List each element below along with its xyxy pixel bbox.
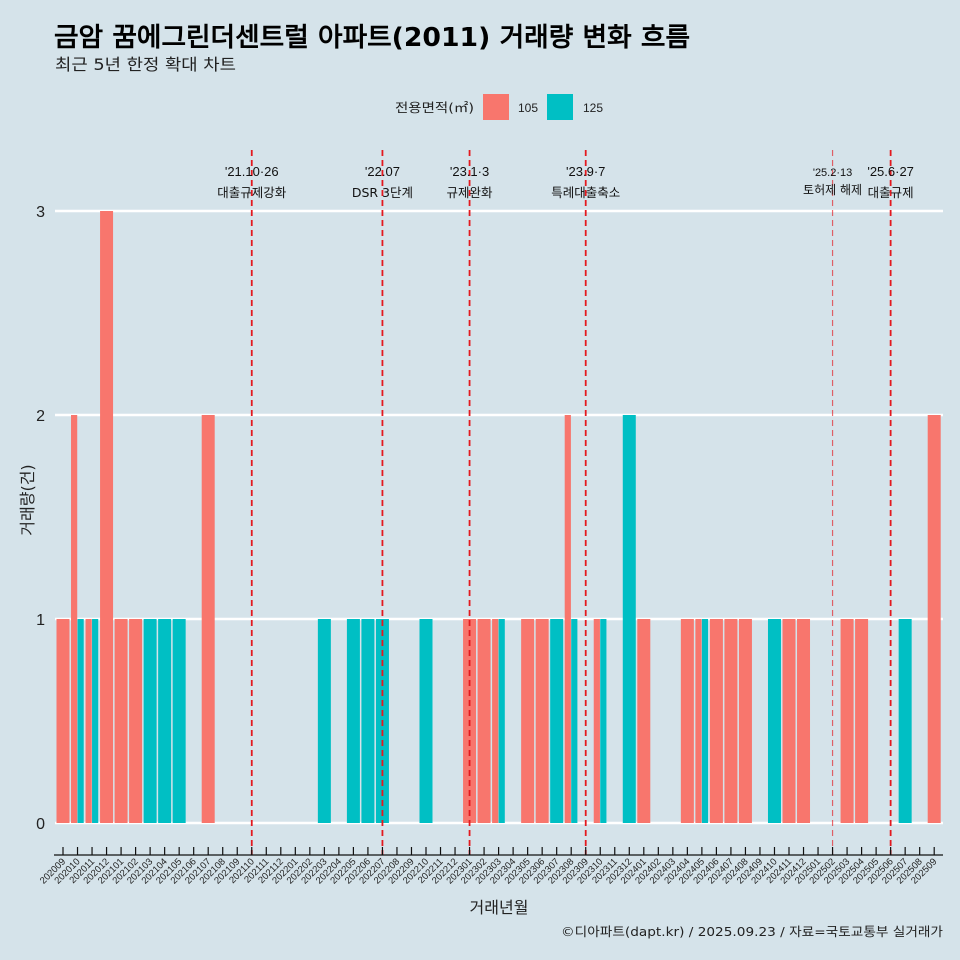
- bar-105-202011: [85, 619, 92, 823]
- event-label: 대출규제강화: [217, 185, 287, 200]
- event-date-label: '22.07: [365, 164, 400, 179]
- legend-label-125: 125: [583, 101, 603, 115]
- legend-label-105: 105: [518, 101, 538, 115]
- chart-title: 금암 꿈에그린더센트럴 아파트(2011) 거래량 변화 흐름: [54, 23, 690, 53]
- bar-125-202104: [158, 619, 172, 823]
- bar-105-202411: [782, 619, 796, 823]
- bar-105-202010: [71, 415, 78, 823]
- bar-105-202504: [855, 619, 869, 823]
- event-label: 특례대출축소: [551, 185, 620, 200]
- bar-105-202405: [695, 619, 702, 823]
- bar-105-202308: [564, 415, 571, 823]
- event-date-label: '25.2·13: [813, 167, 852, 179]
- bar-125-202203: [317, 619, 331, 823]
- bar-105-202102: [129, 619, 143, 823]
- bar-125-202010: [77, 619, 84, 823]
- y-tick-label: 1: [36, 612, 45, 629]
- bar-125-202310: [600, 619, 607, 823]
- legend-key-125: [547, 94, 573, 120]
- caption: ©디아파트(dapt.kr) / 2025.09.23 / 자료=국토교통부 실…: [561, 924, 944, 939]
- event-date-label: '23.1·3: [450, 164, 489, 179]
- x-axis: 2020092020102020112020122021012021022021…: [38, 847, 943, 887]
- y-tick-label: 3: [36, 204, 45, 221]
- legend: 전용면적(㎡) 105 125: [395, 94, 603, 120]
- bar-125-202210: [419, 619, 433, 823]
- event-date-label: '23.9·7: [566, 164, 605, 179]
- y-tick-label: 2: [36, 408, 45, 425]
- bar-125-202206: [361, 619, 375, 823]
- bar-105-202401: [637, 619, 651, 823]
- event-label: 규제완화: [447, 185, 494, 200]
- bar-125-202105: [172, 619, 186, 823]
- bar-125-202308: [571, 619, 578, 823]
- bar-105-202503: [840, 619, 854, 823]
- bar-105-202310: [593, 619, 600, 823]
- event-label: 대출규제: [868, 185, 914, 200]
- bar-125-202103: [143, 619, 157, 823]
- event-label: 토허제 해제: [803, 183, 862, 197]
- event-date-label: '25.6·27: [867, 164, 914, 179]
- legend-key-105: [483, 94, 509, 120]
- event-lines: '21.10·26 대출규제강화 '22.07 DSR 3단계 '23.1·3 규제완화 '…: [217, 150, 914, 855]
- bar-105-202101: [114, 619, 128, 823]
- bar-125-202410: [767, 619, 781, 823]
- bar-125-202307: [550, 619, 564, 823]
- chart-subtitle: 최근 5년 한정 확대 차트: [55, 55, 236, 74]
- bar-105-202012: [100, 211, 114, 823]
- event-label: DSR 3단계: [352, 185, 413, 200]
- bar-105-202404: [680, 619, 694, 823]
- bar-105-202412: [797, 619, 811, 823]
- bar-105-202306: [535, 619, 549, 823]
- bar-105-202407: [724, 619, 738, 823]
- bar-105-202408: [738, 619, 752, 823]
- bar-105-202107: [201, 415, 215, 823]
- bar-125-202303: [498, 619, 505, 823]
- y-axis-title: 거래량(건): [18, 464, 37, 535]
- bar-125-202507: [898, 619, 912, 823]
- x-axis-title: 거래년월: [470, 898, 529, 917]
- bar-125-202205: [346, 619, 360, 823]
- bar-105-202305: [521, 619, 535, 823]
- bar-105-202406: [709, 619, 723, 823]
- event-date-label: '21.10·26: [225, 164, 279, 179]
- y-tick-label: 0: [36, 816, 45, 833]
- y-axis: 0 1 2 3: [36, 204, 45, 833]
- bar-105-202009: [56, 619, 70, 823]
- bar-105-202509: [927, 415, 941, 823]
- bar-125-202405: [701, 619, 709, 823]
- bar-125-202011: [92, 619, 99, 823]
- bar-105-202303: [492, 619, 499, 823]
- bar-125-202312: [622, 415, 636, 823]
- legend-title: 전용면적(㎡): [395, 100, 474, 115]
- bar-105-202302: [477, 619, 491, 823]
